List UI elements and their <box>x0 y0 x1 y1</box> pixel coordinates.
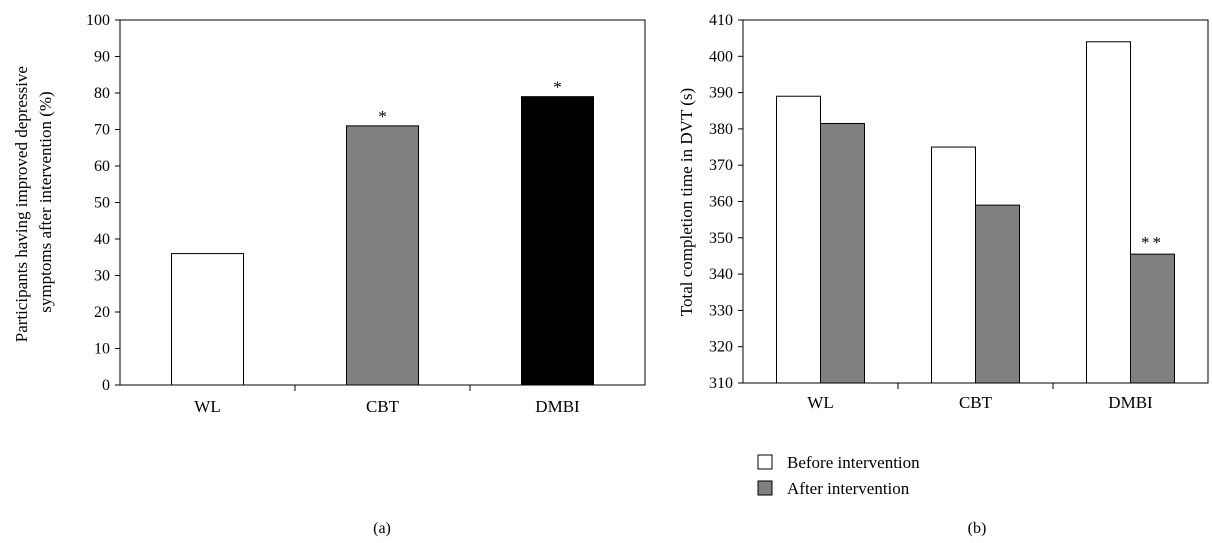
chart-b-y-tick-label: 360 <box>709 194 733 211</box>
chart-b-bars <box>776 41 1175 384</box>
chart-a-y-tick-label: 100 <box>86 12 110 29</box>
chart-b-y-axis-title: Total completion time in DVT (s) <box>677 88 696 316</box>
chart-b-significance-marker: ** <box>1141 233 1164 252</box>
chart-b-bar-dmbi-after <box>1130 253 1175 384</box>
chart-b-bar-wl-after <box>820 122 865 384</box>
chart-a-bar-dmbi <box>521 96 594 386</box>
chart-b-y-tick-label: 370 <box>709 157 733 174</box>
chart-a-y-tick-label: 20 <box>94 304 110 321</box>
chart-a-x-tick-label: DMBI <box>535 397 580 416</box>
chart-b-y-tick-label: 310 <box>709 375 733 392</box>
chart-a-y-tick-label: 80 <box>94 85 110 102</box>
chart-b-y-tick-label: 320 <box>709 339 733 356</box>
chart-b-panel-label: (b) <box>968 520 987 537</box>
legend-label-after: After intervention <box>787 479 910 498</box>
chart-a-x-tick-label: CBT <box>366 397 400 416</box>
chart-b-bar-dmbi-before <box>1086 41 1131 384</box>
chart-b-x-tick-label: DMBI <box>1108 393 1153 412</box>
chart-b-bar-cbt-after <box>975 204 1020 384</box>
chart-a-annotations: ** <box>378 78 562 126</box>
chart-b-y-tick-label: 400 <box>709 48 733 65</box>
chart-a-y-tick-label: 50 <box>94 195 110 212</box>
chart-a-y-tick-label: 90 <box>94 49 110 66</box>
chart-b-y-axis: 310 320 330 340 350 360 370 380 390 400 410 <box>709 12 743 392</box>
chart-b-y-tick-label: 380 <box>709 121 733 138</box>
chart-a-y-axis: 0 10 20 30 40 50 60 70 80 90 100 <box>86 12 120 394</box>
chart-b-y-tick-label: 350 <box>709 230 733 247</box>
chart-b-y-tick-label: 410 <box>709 12 733 29</box>
chart-a-panel-label: (a) <box>373 520 391 537</box>
chart-a-bar-cbt <box>346 125 419 386</box>
chart-b: 310 320 330 340 350 360 370 380 390 400 410 WL CBT D… <box>677 12 1209 537</box>
chart-a-significance-marker: * <box>378 107 387 126</box>
chart-a-y-tick-label: 0 <box>102 377 110 394</box>
chart-b-bar-wl-before <box>776 95 821 384</box>
chart-b-legend: Before intervention After intervention <box>757 453 920 498</box>
chart-a-y-axis-title-line-1: Participants having improved depressive <box>12 66 31 342</box>
legend-label-before: Before intervention <box>787 453 920 472</box>
chart-a-y-tick-label: 10 <box>94 341 110 358</box>
chart-a-y-axis-title: Participants having improved depressive … <box>12 62 55 342</box>
chart-a-x-axis: WL CBT DMBI <box>194 385 580 416</box>
chart-b-y-tick-label: 340 <box>709 266 733 283</box>
legend-swatch-before <box>757 454 773 470</box>
chart-b-x-axis: WL CBT DMBI <box>807 383 1153 412</box>
chart-a-y-tick-label: 70 <box>94 122 110 139</box>
chart-a-y-axis-title-line-2: symptoms after intervention (%) <box>36 91 55 312</box>
chart-b-x-tick-label: WL <box>807 393 833 412</box>
chart-a-y-tick-label: 60 <box>94 158 110 175</box>
legend-swatch-after <box>757 480 773 496</box>
chart-b-y-tick-label: 330 <box>709 302 733 319</box>
chart-a-bar-wl <box>171 253 244 386</box>
chart-a-y-tick-label: 40 <box>94 231 110 248</box>
chart-a-bars <box>171 96 594 386</box>
chart-b-y-tick-label: 390 <box>709 85 733 102</box>
chart-b-x-tick-label: CBT <box>959 393 993 412</box>
chart-b-bar-cbt-before <box>931 146 976 384</box>
chart-b-annotations: ** <box>1141 233 1164 252</box>
chart-a-significance-marker: * <box>553 78 562 97</box>
chart-a-y-tick-label: 30 <box>94 268 110 285</box>
chart-a-x-tick-label: WL <box>194 397 220 416</box>
